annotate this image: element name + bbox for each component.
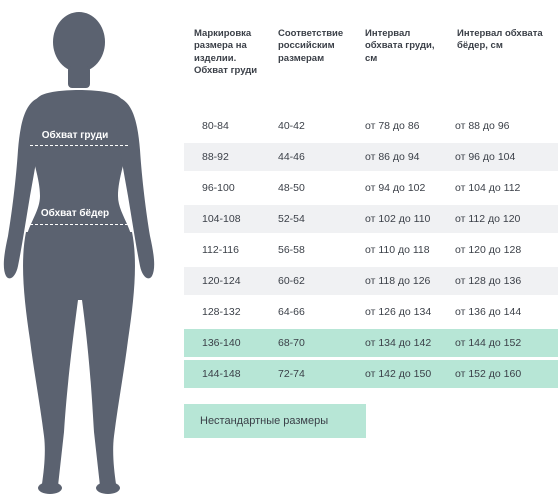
cell-russian-size: 40-42 <box>278 120 305 132</box>
table-row: 128-132 64-66 от 126 до 134 от 136 до 144 <box>184 298 558 326</box>
body-figure: Обхват груди Обхват бёдер <box>0 0 175 504</box>
cell-chest-range: от 126 до 134 <box>365 306 432 318</box>
cell-russian-size: 60-62 <box>278 275 305 287</box>
cell-chest-range: от 134 до 142 <box>365 337 432 349</box>
table-body: 80-84 40-42 от 78 до 86 от 88 до 96 88-92 44-… <box>184 112 558 388</box>
cell-hips-range: от 112 до 120 <box>455 213 521 225</box>
chest-girth-label: Обхват груди <box>41 130 109 141</box>
cell-russian-size: 68-70 <box>278 337 305 349</box>
cell-marking: 80-84 <box>202 120 229 132</box>
table-row: 112-116 56-58 от 110 до 118 от 120 до 128 <box>184 236 558 264</box>
cell-chest-range: от 78 до 86 <box>365 120 420 132</box>
size-table: Маркировка размера на изделии. Обхват гр… <box>184 18 558 391</box>
cell-hips-range: от 128 до 136 <box>455 275 522 287</box>
table-row: 104-108 52-54 от 102 до 110 от 112 до 120 <box>184 205 558 233</box>
cell-marking: 104-108 <box>202 213 241 225</box>
header-chest-range: Интервал обхвата груди, см <box>365 28 435 64</box>
cell-russian-size: 72-74 <box>278 368 305 380</box>
table-header: Маркировка размера на изделии. Обхват гр… <box>184 18 558 110</box>
table-row: 80-84 40-42 от 78 до 86 от 88 до 96 <box>184 112 558 140</box>
header-hips-range: Интервал обхвата бёдер, см <box>457 28 543 52</box>
table-row: 120-124 60-62 от 118 до 126 от 128 до 136 <box>184 267 558 295</box>
cell-hips-range: от 88 до 96 <box>455 120 510 132</box>
table-row: 144-148 72-74 от 142 до 150 от 152 до 160 <box>184 360 558 388</box>
table-row: 96-100 48-50 от 94 до 102 от 104 до 112 <box>184 174 558 202</box>
cell-russian-size: 48-50 <box>278 182 305 194</box>
cell-russian-size: 44-46 <box>278 151 305 163</box>
cell-marking: 96-100 <box>202 182 235 194</box>
cell-chest-range: от 102 до 110 <box>365 213 431 225</box>
cell-marking: 136-140 <box>202 337 241 349</box>
cell-chest-range: от 86 до 94 <box>365 151 420 163</box>
cell-russian-size: 52-54 <box>278 213 305 225</box>
cell-chest-range: от 118 до 126 <box>365 275 431 287</box>
cell-marking: 144-148 <box>202 368 241 380</box>
cell-hips-range: от 144 до 152 <box>455 337 522 349</box>
table-row: 136-140 68-70 от 134 до 142 от 144 до 152 <box>184 329 558 357</box>
cell-russian-size: 64-66 <box>278 306 305 318</box>
cell-hips-range: от 136 до 144 <box>455 306 522 318</box>
cell-marking: 112-116 <box>202 244 239 256</box>
cell-hips-range: от 104 до 112 <box>455 182 521 194</box>
cell-hips-range: от 120 до 128 <box>455 244 522 256</box>
cell-marking: 88-92 <box>202 151 229 163</box>
table-row: 88-92 44-46 от 86 до 94 от 96 до 104 <box>184 143 558 171</box>
cell-hips-range: от 96 до 104 <box>455 151 516 163</box>
header-russian-size: Соответствие российским размерам <box>278 28 344 64</box>
chest-measure-line <box>30 145 128 146</box>
cell-marking: 120-124 <box>202 275 241 287</box>
cell-hips-range: от 152 до 160 <box>455 368 522 380</box>
nonstandard-sizes-legend: Нестандартные размеры <box>184 404 366 438</box>
cell-chest-range: от 110 до 118 <box>365 244 430 256</box>
cell-marking: 128-132 <box>202 306 241 318</box>
cell-russian-size: 56-58 <box>278 244 305 256</box>
cell-chest-range: от 94 до 102 <box>365 182 426 194</box>
cell-chest-range: от 142 до 150 <box>365 368 432 380</box>
header-marking: Маркировка размера на изделии. Обхват гр… <box>194 28 258 77</box>
hips-measure-line <box>30 224 128 225</box>
silhouette-illustration <box>3 12 155 494</box>
hips-girth-label: Обхват бёдер <box>40 208 110 219</box>
